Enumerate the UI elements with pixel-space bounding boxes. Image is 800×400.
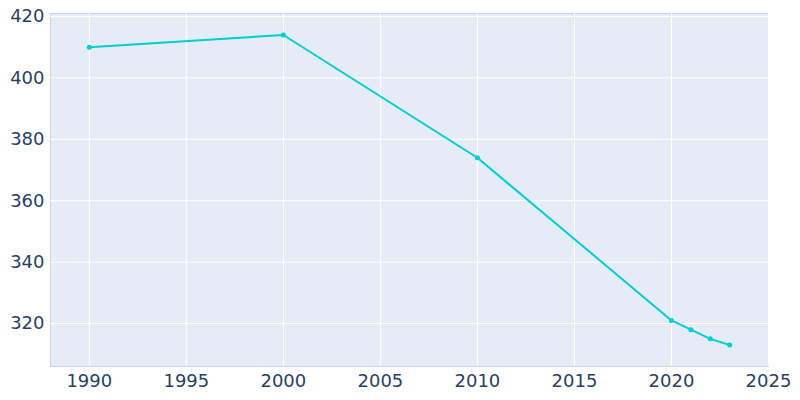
svg-text:2010: 2010 xyxy=(455,370,501,391)
svg-text:320: 320 xyxy=(10,312,44,333)
svg-text:340: 340 xyxy=(10,251,44,272)
svg-text:420: 420 xyxy=(10,5,44,26)
svg-text:1995: 1995 xyxy=(163,370,209,391)
svg-text:2025: 2025 xyxy=(746,370,792,391)
svg-text:2005: 2005 xyxy=(357,370,403,391)
svg-text:2020: 2020 xyxy=(649,370,695,391)
svg-text:1990: 1990 xyxy=(66,370,112,391)
svg-text:400: 400 xyxy=(10,67,44,88)
svg-text:380: 380 xyxy=(10,128,44,149)
svg-text:360: 360 xyxy=(10,190,44,211)
svg-text:2015: 2015 xyxy=(552,370,598,391)
svg-text:2000: 2000 xyxy=(260,370,306,391)
